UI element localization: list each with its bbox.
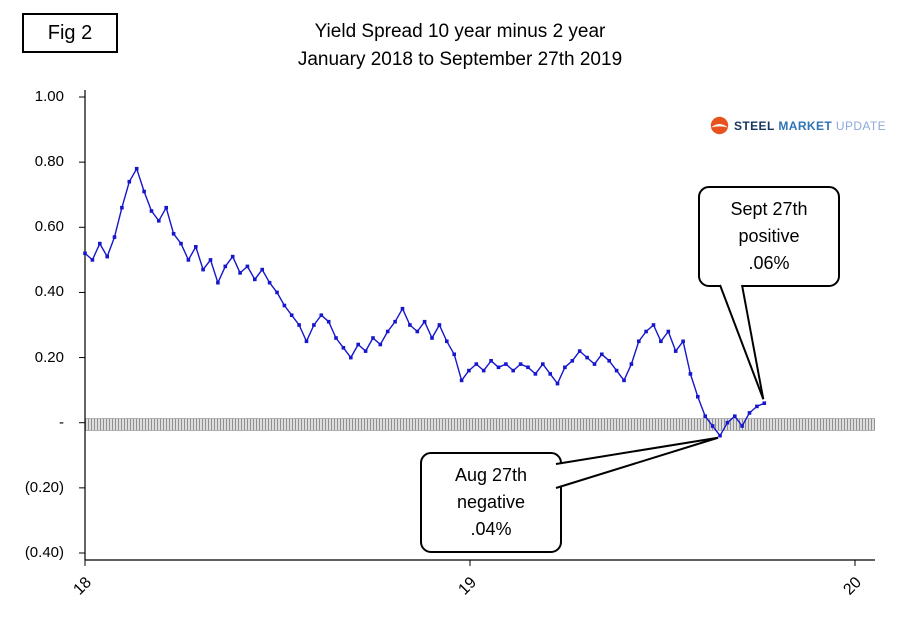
chart-title-line1: Yield Spread 10 year minus 2 year bbox=[314, 21, 606, 42]
y-axis-label: 0.40 bbox=[34, 283, 64, 301]
chart-title-line2: January 2018 to September 27th 2019 bbox=[297, 48, 623, 70]
callout-sept-line2: positive bbox=[738, 226, 800, 246]
callout-aug-line3: .04% bbox=[470, 519, 512, 539]
logo-text-market: MARKET bbox=[778, 118, 833, 133]
callout-aug-27: Aug 27th negative .04% bbox=[420, 452, 562, 553]
y-axis-label: (0.20) bbox=[24, 478, 64, 496]
y-axis-label: 0.20 bbox=[34, 348, 64, 366]
figure-label-box: Fig 2 bbox=[22, 13, 118, 53]
callout-aug-line2: negative bbox=[456, 492, 526, 512]
callout-sept-line1: Sept 27th bbox=[730, 199, 808, 219]
callout-sept-line3: .06% bbox=[748, 253, 790, 273]
logo-text-update: UPDATE bbox=[835, 118, 887, 133]
y-axis-label: - bbox=[59, 413, 64, 431]
zero-line-hatched-band bbox=[85, 417, 875, 431]
y-axis-label: 0.80 bbox=[34, 153, 64, 171]
callout-sept-27: Sept 27th positive .06% bbox=[698, 186, 840, 287]
steel-market-update-logo: STEEL MARKET UPDATE bbox=[710, 116, 886, 135]
chart-title: Yield Spread 10 year minus 2 year Januar… bbox=[140, 18, 780, 73]
y-axis-label: 0.60 bbox=[34, 218, 64, 236]
callout-aug-line1: Aug 27th bbox=[454, 465, 528, 485]
y-axis-label: (0.40) bbox=[24, 544, 64, 561]
figure-label: Fig 2 bbox=[47, 21, 93, 44]
y-axis-label: 1.00 bbox=[34, 88, 64, 105]
logo-sun-icon bbox=[710, 116, 729, 135]
logo-text-steel: STEEL bbox=[734, 118, 775, 133]
